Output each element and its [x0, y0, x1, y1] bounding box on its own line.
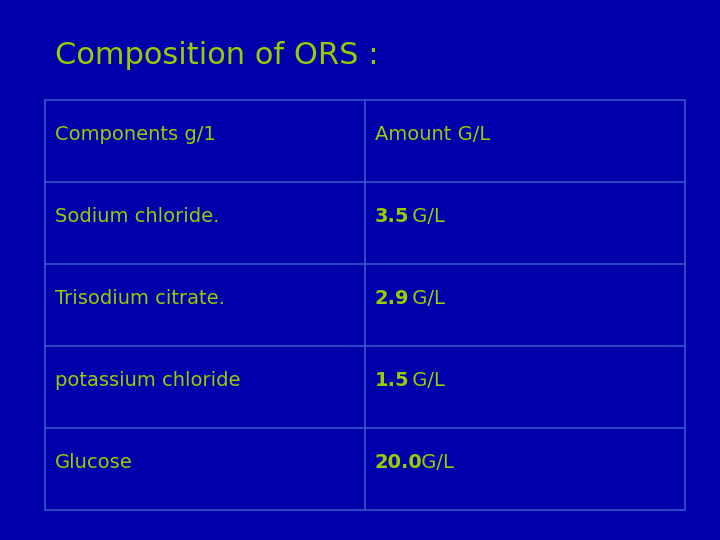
Text: 20.0: 20.0: [375, 453, 423, 472]
Text: G/L: G/L: [415, 453, 454, 472]
Text: Composition of ORS :: Composition of ORS :: [55, 40, 379, 70]
Text: Glucose: Glucose: [55, 453, 132, 472]
Bar: [45, 100, 685, 510]
Text: Trisodium citrate.: Trisodium citrate.: [55, 289, 225, 308]
Text: 3.5: 3.5: [375, 207, 410, 226]
Text: G/L: G/L: [406, 371, 445, 390]
Text: 1.5: 1.5: [375, 371, 410, 390]
Text: 2.9: 2.9: [375, 289, 410, 308]
Text: potassium chloride: potassium chloride: [55, 371, 240, 390]
Text: Amount G/L: Amount G/L: [375, 125, 490, 144]
Text: Sodium chloride.: Sodium chloride.: [55, 207, 220, 226]
Text: Components g/1: Components g/1: [55, 125, 216, 144]
Text: G/L: G/L: [406, 207, 445, 226]
Text: G/L: G/L: [406, 289, 445, 308]
